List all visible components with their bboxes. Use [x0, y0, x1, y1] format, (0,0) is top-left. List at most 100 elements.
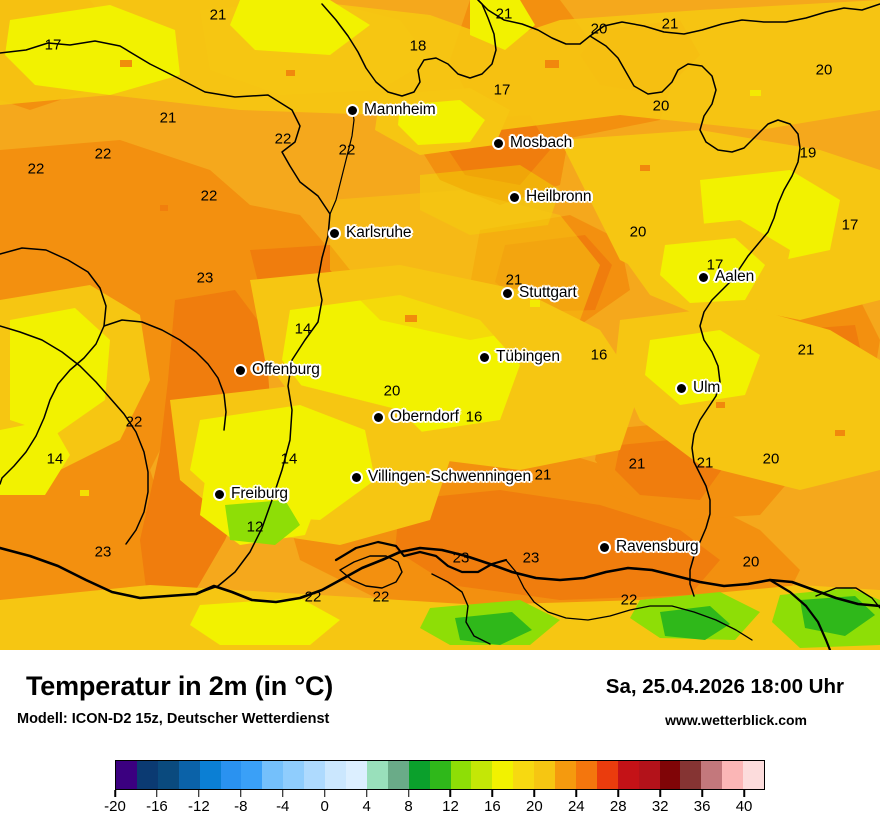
colorbar-swatch: [680, 761, 702, 789]
colorbar-tick: [114, 790, 116, 797]
temperature-value-label: 12: [246, 518, 264, 536]
colorbar-tick-label: 28: [609, 798, 627, 815]
footer-panel: Temperatur in 2m (in °C) Modell: ICON-D2…: [0, 650, 880, 830]
colorbar-tick-labels: -20 -16 -12 -8 -4 0 4 8 12 16 20 24 28 32 36 40: [104, 797, 765, 819]
city-dot-icon: [215, 489, 224, 499]
city-dot-icon: [510, 192, 519, 202]
colorbar-tick-label: 40: [735, 798, 753, 815]
city-label: Freiburg: [231, 485, 288, 502]
city-marker-aalen[interactable]: Aalen: [699, 268, 754, 286]
city-marker-freiburg[interactable]: Freiburg: [215, 485, 288, 503]
colorbar-tick: [365, 790, 368, 797]
colorbar-tick: [491, 790, 494, 797]
colorbar-swatch: [408, 761, 430, 789]
colorbar-swatch: [659, 761, 681, 789]
colorbar-swatch: [304, 761, 326, 789]
city-marker-oberndorf[interactable]: Oberndorf: [374, 408, 459, 426]
temperature-value-label: 23: [522, 549, 540, 567]
city-marker-villingen-schwenningen[interactable]: Villingen-Schwenningen: [352, 468, 531, 486]
temperature-value-label: 22: [27, 160, 45, 178]
city-label: Ravensburg: [616, 538, 699, 555]
colorbar-swatch: [596, 761, 618, 789]
city-marker-t-bingen[interactable]: Tübingen: [480, 348, 560, 366]
city-dot-icon: [699, 272, 708, 282]
temperature-value-label: 20: [762, 450, 780, 468]
colorbar-tick: [533, 790, 536, 797]
temperature-value-label: 20: [590, 20, 608, 38]
colorbar-swatch: [429, 761, 451, 789]
city-marker-heilbronn[interactable]: Heilbronn: [510, 188, 592, 206]
website-credit: www.wetterblick.com: [665, 712, 807, 728]
temperature-value-label: 22: [338, 141, 356, 159]
temperature-value-label: 22: [274, 130, 292, 148]
colorbar-swatch: [471, 761, 493, 789]
temperature-value-label: 21: [661, 15, 679, 33]
city-marker-ulm[interactable]: Ulm: [677, 379, 720, 397]
colorbar-tick: [198, 790, 200, 797]
temperature-value-label: 20: [742, 553, 760, 571]
city-marker-ravensburg[interactable]: Ravensburg: [600, 538, 699, 556]
city-dot-icon: [374, 412, 383, 422]
colorbar-swatch: [450, 761, 472, 789]
colorbar-tick: [743, 790, 745, 797]
colorbar-swatch: [283, 761, 305, 789]
colorbar-swatch: [136, 761, 158, 789]
forecast-datetime: Sa, 25.04.2026 18:00 Uhr: [605, 675, 844, 698]
colorbar-tick: [407, 790, 410, 797]
colorbar-tick-label: 32: [651, 798, 669, 815]
colorbar-tick-label: -8: [234, 798, 248, 815]
temperature-value-label: 21: [495, 5, 513, 23]
colorbar-tick-label: 16: [484, 798, 501, 815]
temperature-value-label: 23: [452, 549, 470, 567]
temperature-value-label: 23: [94, 543, 112, 561]
temperature-value-label: 21: [209, 6, 227, 24]
city-dot-icon: [330, 228, 339, 238]
temperature-value-label: 16: [590, 346, 608, 364]
colorbar-swatch: [743, 761, 765, 789]
page-title: Temperatur in 2m (in °C): [26, 671, 334, 701]
colorbar-swatch: [534, 761, 556, 789]
colorbar-tick: [281, 790, 284, 797]
city-marker-karlsruhe[interactable]: Karlsruhe: [330, 224, 412, 242]
colorbar-swatch: [617, 761, 639, 789]
temperature-value-label: 18: [409, 37, 427, 55]
colorbar-swatch: [638, 761, 660, 789]
colorbar-tick: [617, 790, 619, 797]
temperature-value-label: 22: [200, 187, 218, 205]
map-raster-layer: [0, 0, 880, 650]
city-label: Villingen-Schwenningen: [368, 468, 531, 485]
colorbar-swatch: [575, 761, 597, 789]
temperature-value-label: 14: [280, 450, 298, 468]
city-marker-offenburg[interactable]: Offenburg: [236, 361, 320, 379]
city-marker-mannheim[interactable]: Mannheim: [348, 101, 436, 119]
temperature-map[interactable]: 17 21 18 21 20 21 20 21 22 22 22 17 20 19 22 22 20 17 23 21…: [0, 0, 880, 650]
city-label: Mannheim: [364, 101, 436, 118]
city-marker-stuttgart[interactable]: Stuttgart: [503, 284, 577, 302]
colorbar-tick-label: -20: [104, 798, 126, 815]
city-dot-icon: [677, 383, 686, 393]
colorbar-tick-label: 20: [526, 798, 543, 815]
city-dot-icon: [236, 365, 245, 375]
temperature-value-label: 17: [493, 81, 511, 99]
colorbar-tick-label: -16: [146, 798, 168, 815]
temperature-colorbar[interactable]: -20 -16 -12 -8 -4 0 4 8 12 16 20 24 28 32 36 40: [104, 760, 765, 819]
city-label: Aalen: [715, 268, 755, 285]
city-dot-icon: [494, 138, 503, 148]
city-marker-mosbach[interactable]: Mosbach: [494, 134, 572, 152]
temperature-value-label: 22: [125, 413, 143, 431]
colorbar-tick: [449, 790, 452, 797]
colorbar-swatch: [366, 761, 388, 789]
colorbar-swatch: [178, 761, 200, 789]
temperature-value-label: 20: [629, 223, 647, 241]
temperature-value-label: 14: [46, 450, 64, 468]
colorbar-swatch: [325, 761, 346, 789]
colorbar-swatch: [387, 761, 409, 789]
city-label: Heilbronn: [526, 188, 592, 205]
city-label: Offenburg: [252, 361, 320, 378]
city-label: Oberndorf: [390, 408, 459, 425]
colorbar-swatch: [492, 761, 514, 789]
colorbar-tick-label: 4: [362, 798, 371, 815]
temperature-value-label: 16: [465, 408, 483, 426]
colorbar-tick: [323, 790, 326, 797]
